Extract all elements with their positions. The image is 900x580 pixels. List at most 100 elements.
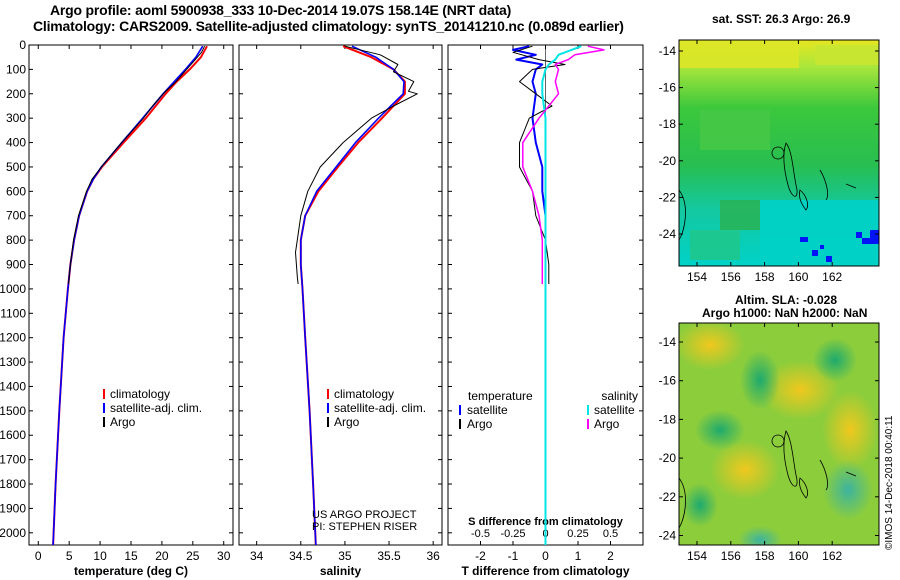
y-tick-label: 1500 [0, 404, 26, 418]
map-x-tick-label: 156 [721, 549, 741, 563]
map-y-tick-label: -20 [659, 451, 677, 465]
legend-label-temperature-argo: Argo [467, 417, 493, 431]
legend-label-climatology: climatology [110, 387, 170, 401]
map-x-tick-label: 160 [788, 549, 808, 563]
y-tick-label: 1400 [0, 379, 26, 393]
map-y-tick-label: -16 [659, 81, 677, 95]
x-tick-label: 35 [338, 549, 352, 563]
x-tick-label: 30 [217, 549, 231, 563]
y-tick-label: 300 [6, 111, 26, 125]
map-y-tick-label: -24 [659, 227, 677, 241]
x-tick-label: 35.5 [377, 549, 401, 563]
map-y-tick-label: -22 [659, 490, 677, 504]
map-y-tick-label: -14 [659, 44, 677, 58]
x-tick-label: 10 [93, 549, 107, 563]
series-line-satellite-temperature [512, 45, 547, 545]
y-tick-label: 1700 [0, 453, 26, 467]
map2-title-line-1: Altim. SLA: -0.028 [735, 293, 838, 307]
legend-label-satellite: satellite-adj. clim. [334, 401, 426, 415]
map-x-tick-label: 154 [687, 270, 707, 284]
map-x-tick-label: 162 [822, 270, 842, 284]
x-tick-label: 0 [542, 549, 549, 563]
plot-frame [28, 44, 234, 546]
sla-map-axes: -14 -16 -18 -20 -22 -24 154 156 158 160 162 [659, 323, 879, 563]
x-axis-label: temperature (deg C) [74, 564, 188, 578]
y-tick-label: 700 [6, 209, 26, 223]
map-x-tick-label: 160 [788, 270, 808, 284]
y-tick-label: 600 [6, 184, 26, 198]
y-tick-label: 200 [6, 87, 26, 101]
x-tick-label: 36 [426, 549, 440, 563]
y-tick-label: 1100 [0, 306, 26, 320]
y-tick-label: 1300 [0, 355, 26, 369]
map-x-tick-label: 158 [755, 549, 775, 563]
title-line-2: Climatology: CARS2009. Satellite-adjuste… [33, 18, 624, 34]
profile-panel-3: -2 -1 0 1 2T difference from climatology -0.5… [447, 44, 644, 578]
map-x-tick-label: 158 [755, 270, 775, 284]
y-tick-label: 2000 [0, 526, 26, 540]
series-line-argo-temperature [512, 45, 566, 284]
map-y-tick-label: -18 [659, 412, 677, 426]
top-x-tick-label: -0.5 [471, 528, 490, 540]
top-x-tick-label: 0.25 [567, 528, 588, 540]
top-x-tick-label: 0.5 [603, 528, 618, 540]
series-line-satellite-salinity [541, 45, 582, 545]
legend-title-salinity: salinity [601, 389, 638, 403]
x-tick-label: 2 [607, 549, 614, 563]
series-line-climatology [52, 45, 208, 546]
y-tick-label: 800 [6, 233, 26, 247]
plot-frame [238, 44, 443, 546]
legend-label-argo: Argo [334, 415, 360, 429]
profile-panel-2: 34 34.5 35 35.5 36 salinity climatologysatelli… [238, 44, 443, 578]
x-tick-label: 1 [575, 549, 582, 563]
series-line-climatology [299, 45, 406, 546]
map-y-tick-label: -16 [659, 374, 677, 388]
timestamp: ©IMOS 14-Dec-2018 00:40:11 [884, 415, 895, 550]
legend-title-temperature: temperature [468, 389, 533, 403]
map1-title: sat. SST: 26.3 Argo: 26.9 [712, 12, 851, 26]
legend-label-temperature-satellite: satellite [467, 403, 508, 417]
sst-map [678, 39, 880, 267]
map-x-tick-label: 156 [721, 270, 741, 284]
series-line-argo-salinity [522, 45, 605, 284]
map-y-tick-label: -14 [659, 335, 677, 349]
x-tick-label: 20 [155, 549, 169, 563]
y-tick-label: 900 [6, 258, 26, 272]
x-tick-label: 25 [186, 549, 200, 563]
x-tick-label: 5 [66, 549, 73, 563]
x-tick-label: 15 [124, 549, 138, 563]
y-tick-label: 400 [6, 136, 26, 150]
credit-line-2: PI: STEPHEN RISER [312, 521, 418, 533]
y-tick-label: 1000 [0, 282, 26, 296]
legend-label-salinity-satellite: satellite [594, 403, 635, 417]
x-tick-label: -2 [475, 549, 486, 563]
map-y-tick-label: -24 [659, 529, 677, 543]
sst-map-axes: -14 -16 -18 -20 -22 -24 154 156 158 160 162 [659, 40, 879, 284]
series-line-satellite-adj-clim- [300, 45, 405, 546]
y-tick-label: 0 [19, 38, 26, 52]
y-tick-label: 100 [6, 62, 26, 76]
sla-map [678, 322, 880, 546]
y-tick-label: 1800 [0, 477, 26, 491]
x-tick-label: 34 [250, 549, 264, 563]
y-tick-label: 1600 [0, 428, 26, 442]
x-tick-label: -1 [508, 549, 519, 563]
map-y-tick-label: -18 [659, 117, 677, 131]
legend-label-argo: Argo [110, 415, 136, 429]
title-line-1: Argo profile: aoml 5900938_333 10-Dec-20… [50, 2, 512, 18]
map-x-tick-label: 162 [822, 549, 842, 563]
y-tick-label: 1200 [0, 331, 26, 345]
x-tick-label: 34.5 [289, 549, 313, 563]
map-x-tick-label: 154 [687, 549, 707, 563]
series-line-argo [295, 45, 418, 285]
series-line-satellite-adj-clim- [52, 45, 204, 546]
map-y-tick-label: -22 [659, 190, 677, 204]
profile-panel-1: 0100200300400500600700800900100011001200… [0, 38, 234, 578]
series-line-argo [68, 45, 206, 285]
legend-label-satellite: satellite-adj. clim. [110, 401, 202, 415]
y-tick-label: 1900 [0, 501, 26, 515]
top-x-tick-label: -0.25 [500, 528, 525, 540]
map2-title-line-2: Argo h1000: NaN h2000: NaN [702, 306, 868, 320]
map-y-tick-label: -20 [659, 154, 677, 168]
